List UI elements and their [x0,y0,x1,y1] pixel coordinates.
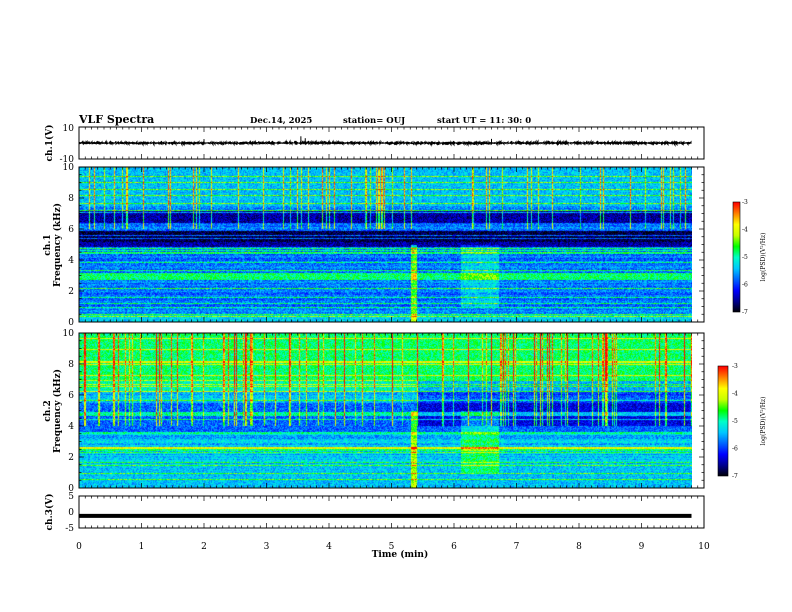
ch1-waveform-ylabel: ch.1(V) [44,125,55,162]
ch3-ylabel: ch.3(V) [44,494,55,531]
x-tick-label: 8 [576,542,582,552]
x-tick-label: 7 [514,542,520,552]
x-tick-label: 9 [639,542,645,552]
x-tick-label: 3 [264,542,270,552]
ch1-spectrogram-ytick-label: 8 [68,194,74,204]
ch1-spectrogram-ytick-label: 4 [68,256,74,266]
ch2-spectrogram-ytick-label: 0 [68,484,74,494]
colorbar-ch1-tick-label: -7 [742,309,748,316]
ch2-spectrogram-ylabel-channel: ch.2 [43,400,53,421]
x-tick-label: 6 [451,542,457,552]
colorbar-ch1-tick-label: -6 [742,282,748,289]
ch1-ytick-top: 10 [63,124,75,134]
ch1-spectrogram-ylabel-channel: ch.1 [43,234,53,255]
colorbar-ch2-tick-label: -6 [732,446,738,453]
ch3-ytick-top: 5 [68,492,74,502]
ch1-spectrogram-ytick-label: 2 [68,287,74,297]
ch1-spectrogram-ytick-label: 0 [68,318,74,328]
ch2-spectrogram-panel: 0 2 4 6 8 10 ch.2 Frequency (kHz) [43,329,705,494]
colorbar-ch1: -3 -4 -5 -6 -7 log(PSD)(V²/Hz) [732,199,767,316]
figure-title: VLF Spectra [78,113,154,126]
start-time-label: start UT = 11: 30: 0 [437,116,531,126]
ch1-spectrogram-ylabel-frequency: Frequency (kHz) [52,203,63,287]
x-tick-label: 0 [76,542,82,552]
colorbar-ch2-tick-label: -3 [732,363,738,370]
colorbar-ch2-tick-label: -5 [732,418,738,425]
ch2-spectrogram-ytick-label: 8 [68,360,74,370]
date-label: Dec.14, 2025 [250,116,312,126]
x-tick-label: 1 [139,542,145,552]
ch2-spectrogram-ylabel-frequency: Frequency (kHz) [52,369,63,453]
ch1-spectrogram-ytick-label: 10 [63,163,75,173]
colorbar-ch1-tick-label: -3 [742,199,748,206]
colorbar-ch2-tick-label: -4 [732,391,738,398]
colorbar-ch2: -3 -4 -5 -6 -7 log(PSD)(V²/Hz) [717,363,767,480]
x-tick-label: 4 [326,542,332,552]
ch2-spectrogram-ytick-label: 4 [68,422,74,432]
ch3-panel: 5 0 -5 ch.3(V) [44,492,705,534]
ch1-waveform-line [79,139,692,147]
x-axis-label: Time (min) [372,549,429,560]
ch2-spectrogram-ytick-label: 6 [68,391,74,401]
colorbar-ch2-tick-label: -7 [732,473,738,480]
colorbar-ch1-label: log(PSD)(V²/Hz) [760,233,767,282]
ch1-spectrogram-panel: 0 2 4 6 8 10 ch.1 Frequency (kHz) [43,163,705,328]
ch1-ytick-bottom: -10 [60,155,75,165]
colorbar-ch1-tick-label: -4 [742,227,748,234]
colorbar-ch1-tick-label: -5 [742,254,748,261]
ch2-spectrogram-ytick-label: 2 [68,453,74,463]
x-tick-label: 5 [389,542,395,552]
colorbar-ch2-gradient [718,366,728,476]
x-tick-label: 10 [698,542,710,552]
ch3-ytick-mid: 0 [68,508,74,518]
ch1-waveform-panel: 10 -10 ch.1(V) [44,124,705,165]
x-tick-label: 2 [201,542,207,552]
colorbar-ch1-gradient [733,202,740,312]
ch2-spectrogram-ytick-label: 10 [63,329,75,339]
colorbar-ch2-label: log(PSD)(V²/Hz) [760,397,767,446]
ch2-spectrogram-image [79,333,692,488]
station-label: station= OUJ [343,116,405,126]
ch1-spectrogram-image [79,167,692,322]
ch1-spectrogram-ytick-label: 6 [68,225,74,235]
ch3-ytick-bottom: -5 [65,524,74,534]
